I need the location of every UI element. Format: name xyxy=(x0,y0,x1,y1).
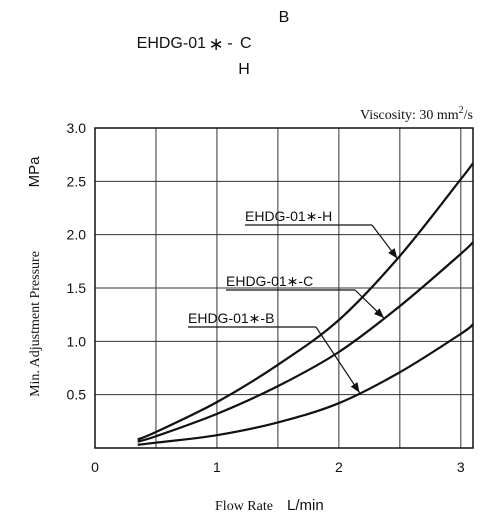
x-tick-label: 2 xyxy=(335,459,343,475)
title-asterisk: ∗ xyxy=(208,34,223,54)
series-arrowhead xyxy=(350,382,360,393)
viscosity-note: Viscosity: 30 mm2/s xyxy=(360,105,473,123)
x-tick-label: 1 xyxy=(213,459,221,475)
title-variant-b: B xyxy=(279,9,290,26)
y-tick-label: 0.5 xyxy=(67,387,87,403)
annotations: EHDG-01∗-H EHDG-01∗-C EHDG-01∗-B xyxy=(188,208,398,394)
tick-labels: 0.5 1.0 1.5 2.0 2.5 3.0 0 1 2 3 xyxy=(67,120,465,475)
series xyxy=(137,162,474,446)
viscosity-suffix: /s xyxy=(464,108,473,123)
title-dash: - xyxy=(227,35,232,52)
y-tick-label: 2.5 xyxy=(67,173,87,189)
title-variant-c: C xyxy=(240,35,252,52)
title-prefix: EHDG-01 xyxy=(137,35,206,52)
y-axis-label: Min. Adjustment Pressure xyxy=(28,251,43,397)
y-tick-label: 1.0 xyxy=(67,333,87,349)
chart-title: B EHDG-01 ∗ - C H xyxy=(137,9,290,78)
viscosity-sup: 2 xyxy=(459,105,464,116)
grid xyxy=(95,127,473,448)
series-label: EHDG-01∗-B xyxy=(188,310,274,326)
series-leader-line xyxy=(315,326,361,394)
series-label: EHDG-01∗-C xyxy=(226,273,313,289)
series-line-1 xyxy=(137,241,474,443)
series-line-0 xyxy=(137,162,474,441)
x-tick-label: 0 xyxy=(91,459,99,475)
series-label: EHDG-01∗-H xyxy=(245,208,332,224)
plot-frame xyxy=(94,127,474,449)
y-axis-unit: MPa xyxy=(26,156,43,188)
x-axis-title: Flow Rate L/min xyxy=(215,497,324,514)
series-arrowhead xyxy=(374,308,384,319)
y-axis-title: Min. Adjustment Pressure MPa xyxy=(26,156,43,397)
x-tick-label: 3 xyxy=(457,459,465,475)
x-axis-unit: L/min xyxy=(287,497,324,514)
x-axis-label: Flow Rate xyxy=(215,499,273,514)
title-variant-h: H xyxy=(238,61,250,78)
series-arrowhead xyxy=(388,248,398,259)
y-tick-label: 1.5 xyxy=(67,280,87,296)
series-line-2 xyxy=(137,323,474,446)
y-tick-label: 3.0 xyxy=(67,120,87,136)
viscosity-label: Viscosity: 30 mm xyxy=(360,108,459,123)
y-tick-label: 2.0 xyxy=(67,227,87,243)
